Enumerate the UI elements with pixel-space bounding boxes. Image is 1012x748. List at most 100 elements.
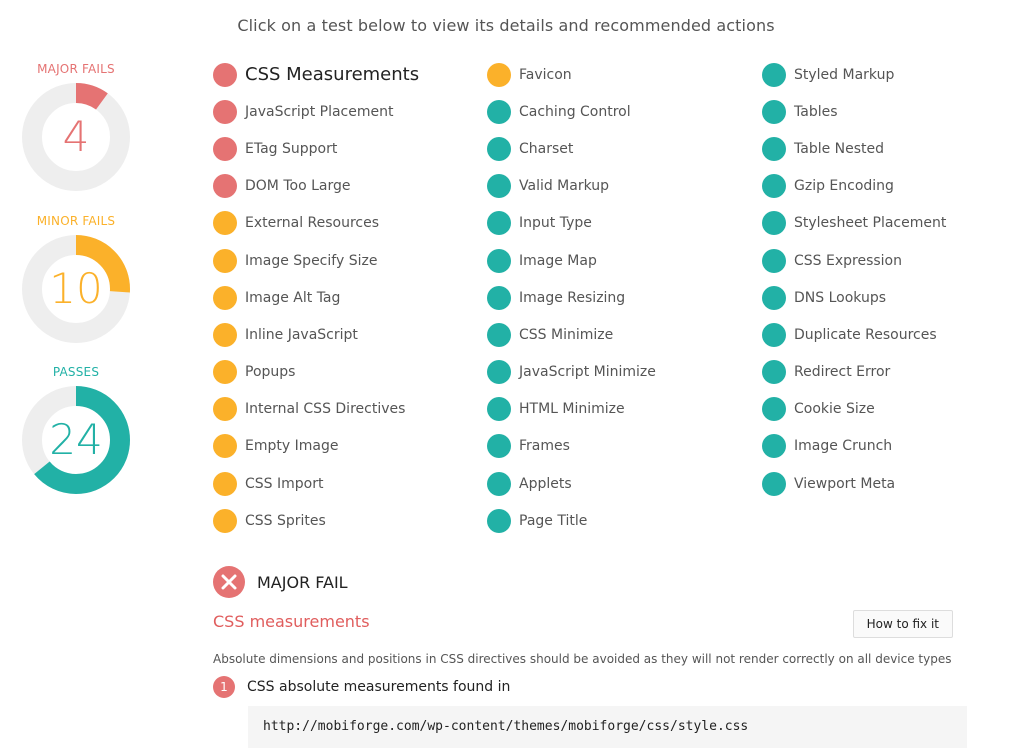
test-label: Image Alt Tag — [245, 289, 341, 306]
test-label: Redirect Error — [794, 364, 891, 381]
major-fails-stat: MAJOR FAILS 4 — [20, 62, 132, 192]
pass-status-dot-icon — [487, 471, 511, 496]
pass-status-dot-icon — [762, 471, 786, 496]
test-item[interactable]: Duplicate Resources — [762, 316, 946, 353]
test-item[interactable]: CSS Sprites — [213, 502, 419, 539]
test-item[interactable]: Frames — [487, 428, 656, 465]
test-item[interactable]: Image Map — [487, 242, 656, 279]
test-item[interactable]: DOM Too Large — [213, 168, 419, 205]
test-label: DOM Too Large — [245, 178, 351, 195]
test-label: JavaScript Placement — [245, 103, 394, 120]
test-item[interactable]: JavaScript Placement — [213, 93, 419, 130]
test-label: Duplicate Resources — [794, 326, 937, 343]
test-item[interactable]: Viewport Meta — [762, 465, 946, 502]
test-label: Image Map — [519, 252, 597, 269]
test-label: Internal CSS Directives — [245, 401, 406, 418]
status-title: MAJOR FAIL — [257, 572, 348, 592]
pass-status-dot-icon — [762, 211, 786, 236]
minor-fails-label: MINOR FAILS — [36, 214, 116, 228]
pass-status-dot-icon — [487, 99, 511, 124]
test-item[interactable]: JavaScript Minimize — [487, 354, 656, 391]
test-item[interactable]: Tables — [762, 93, 946, 130]
test-item[interactable]: Input Type — [487, 205, 656, 242]
minor-fails-donut: 10 — [21, 234, 131, 344]
test-label: CSS Measurements — [245, 64, 420, 86]
test-item[interactable]: Image Alt Tag — [213, 279, 419, 316]
test-label: ETag Support — [245, 140, 338, 157]
minor-fails-count: 10 — [49, 264, 103, 313]
pass-status-dot-icon — [487, 174, 511, 199]
minor-status-dot-icon — [213, 471, 237, 496]
passes-count: 24 — [49, 415, 103, 464]
test-item[interactable]: External Resources — [213, 205, 419, 242]
tests-column-1: CSS Measurements JavaScript Placement ETag… — [213, 56, 419, 539]
pass-status-dot-icon — [487, 285, 511, 310]
pass-status-dot-icon — [487, 397, 511, 422]
test-item[interactable]: Popups — [213, 354, 419, 391]
pass-status-dot-icon — [487, 211, 511, 236]
how-to-fix-button[interactable]: How to fix it — [852, 610, 953, 638]
test-item[interactable]: Applets — [487, 465, 656, 502]
test-item[interactable]: CSS Import — [213, 465, 419, 502]
test-label: CSS Sprites — [245, 512, 326, 529]
test-item[interactable]: Valid Markup — [487, 168, 656, 205]
minor-status-dot-icon — [213, 248, 237, 273]
test-item[interactable]: Gzip Encoding — [762, 168, 946, 205]
test-item[interactable]: Redirect Error — [762, 354, 946, 391]
minor-status-dot-icon — [213, 508, 237, 533]
test-item[interactable]: Stylesheet Placement — [762, 205, 946, 242]
pass-status-dot-icon — [762, 99, 786, 124]
major-status-dot-icon — [213, 136, 237, 161]
test-item[interactable]: CSS Measurements — [213, 56, 419, 93]
test-label: Tables — [794, 103, 838, 120]
detail-subheader: CSS measurements How to fix it — [213, 610, 953, 640]
major-fails-label: MAJOR FAILS — [37, 62, 115, 76]
test-item[interactable]: Empty Image — [213, 428, 419, 465]
major-status-dot-icon — [213, 99, 237, 124]
test-item[interactable]: Charset — [487, 130, 656, 167]
test-label: Popups — [245, 364, 296, 381]
close-circle-icon — [213, 566, 245, 598]
finding-title: CSS absolute measurements found in — [247, 679, 511, 695]
pass-status-dot-icon — [487, 434, 511, 459]
major-fails-count: 4 — [62, 112, 90, 161]
pass-status-dot-icon — [762, 322, 786, 347]
test-item[interactable]: HTML Minimize — [487, 391, 656, 428]
pass-status-dot-icon — [487, 508, 511, 533]
minor-status-dot-icon — [213, 322, 237, 347]
test-item[interactable]: Caching Control — [487, 93, 656, 130]
test-item[interactable]: DNS Lookups — [762, 279, 946, 316]
minor-fails-stat: MINOR FAILS 10 — [20, 214, 132, 344]
test-item[interactable]: Internal CSS Directives — [213, 391, 419, 428]
test-item[interactable]: Image Crunch — [762, 428, 946, 465]
test-label: Caching Control — [519, 103, 631, 120]
test-label: Frames — [519, 438, 570, 455]
test-item[interactable]: Cookie Size — [762, 391, 946, 428]
test-name: CSS measurements — [213, 612, 370, 631]
test-item[interactable]: Image Specify Size — [213, 242, 419, 279]
test-item[interactable]: Styled Markup — [762, 56, 946, 93]
pass-status-dot-icon — [487, 360, 511, 385]
test-label: Table Nested — [794, 140, 885, 157]
minor-status-dot-icon — [213, 434, 237, 459]
test-item[interactable]: Image Resizing — [487, 279, 656, 316]
test-label: Image Crunch — [794, 438, 893, 455]
test-label: Viewport Meta — [794, 475, 896, 492]
test-label: CSS Expression — [794, 252, 902, 269]
test-item[interactable]: CSS Minimize — [487, 316, 656, 353]
test-item[interactable]: Favicon — [487, 56, 656, 93]
test-item[interactable]: Table Nested — [762, 130, 946, 167]
test-label: Styled Markup — [794, 66, 895, 83]
test-item[interactable]: ETag Support — [213, 130, 419, 167]
major-status-dot-icon — [213, 62, 237, 87]
pass-status-dot-icon — [487, 136, 511, 161]
status-heading: MAJOR FAIL — [213, 566, 967, 598]
pass-status-dot-icon — [487, 248, 511, 273]
test-item[interactable]: Inline JavaScript — [213, 316, 419, 353]
test-item[interactable]: Page Title — [487, 502, 656, 539]
test-label: Charset — [519, 140, 574, 157]
test-label: Stylesheet Placement — [794, 215, 947, 232]
finding-number-badge: 1 — [213, 676, 235, 698]
test-item[interactable]: CSS Expression — [762, 242, 946, 279]
tests-column-3: Styled Markup Tables Table Nested Gzip Enco… — [762, 56, 946, 502]
